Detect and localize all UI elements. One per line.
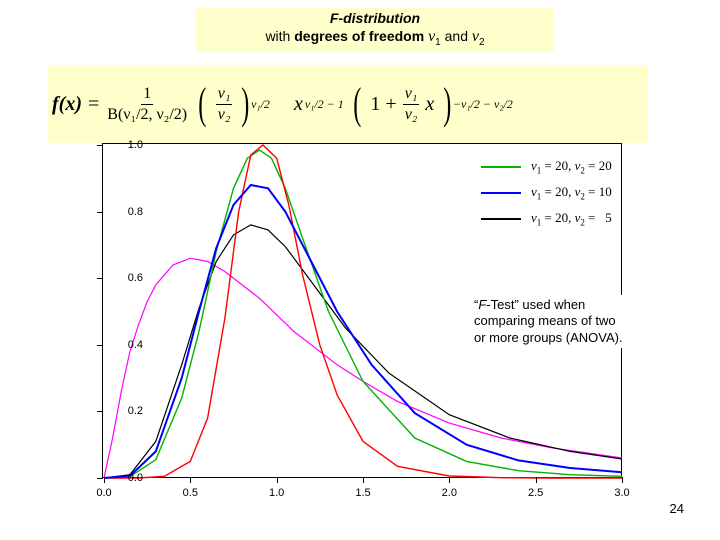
x-tick <box>449 477 450 483</box>
rhs-inner-x: x <box>425 93 434 116</box>
legend-label: ν1 = 20, ν2 = 5 <box>531 210 612 228</box>
formula-frac1-den: B(ν₁/2, ν₂/2) <box>105 105 189 123</box>
nu2-symbol: ν <box>472 28 479 45</box>
x-tick <box>104 477 105 483</box>
legend: ν1 = 20, ν2 = 20 ν1 = 20, ν2 = 10 ν1 = 20,… <box>481 154 612 232</box>
lparen-1: ( <box>198 82 206 126</box>
x-tick <box>622 477 623 483</box>
page-number: 24 <box>670 501 684 516</box>
x-tick-label: 0.5 <box>183 487 198 499</box>
legend-label: ν1 = 20, ν2 = 10 <box>531 184 612 202</box>
legend-row: ν1 = 20, ν2 = 20 <box>481 154 612 180</box>
header-box: F-distribution with degrees of freedom ν… <box>196 8 554 52</box>
header-sub-prefix: with <box>265 28 294 44</box>
legend-label: ν1 = 20, ν2 = 20 <box>531 158 612 176</box>
y-tick-label: 0.0 <box>103 472 143 484</box>
y-tick-label: 0.8 <box>103 206 143 218</box>
header-title: F-distribution <box>196 10 554 26</box>
mid-exp: ν₁/2 − 1 <box>305 97 344 112</box>
rparen-1: ) <box>242 82 250 126</box>
rparen-2: ) <box>444 82 452 126</box>
y-tick-label: 0.2 <box>103 405 143 417</box>
x-tick <box>536 477 537 483</box>
header-sub-bold: degrees of freedom <box>294 28 428 44</box>
legend-swatch <box>481 166 521 168</box>
note-line3: or more groups (ANOVA). <box>474 330 623 345</box>
nu2-subscript: 2 <box>479 37 485 48</box>
note-line1-rest: -Test” used when <box>486 297 585 312</box>
rhs-inner-1: 1 + <box>370 93 396 116</box>
exp1: ν₁/2 <box>251 97 270 112</box>
y-tick-label: 1.0 <box>103 139 143 151</box>
header-subtitle: with degrees of freedom ν1 and ν2 <box>196 28 554 48</box>
curve-magenta <box>104 258 622 478</box>
x-tick-label: 1.5 <box>355 487 370 499</box>
x-tick-label: 2.0 <box>442 487 457 499</box>
legend-row: ν1 = 20, ν2 = 10 <box>481 180 612 206</box>
y-tick-label: 0.4 <box>103 339 143 351</box>
formula-frac1: 1 B(ν₁/2, ν₂/2) <box>105 86 189 123</box>
formula: f(x) = 1 B(ν₁/2, ν₂/2) ( ν₁ ν₂ ) ν₁/2 x … <box>48 82 513 126</box>
ftest-note: “F-Test” used when comparing means of tw… <box>472 295 681 348</box>
formula-lhs: f(x) <box>52 93 82 116</box>
x-tick-label: 1.0 <box>269 487 284 499</box>
formula-eq: = <box>88 93 99 116</box>
formula-frac1-num: 1 <box>141 86 153 105</box>
lparen-2: ( <box>353 82 361 126</box>
legend-swatch <box>481 218 521 220</box>
formula-innerfrac: ν₁ ν₂ <box>216 86 233 123</box>
innerfrac-num: ν₁ <box>216 86 233 105</box>
formula-box: f(x) = 1 B(ν₁/2, ν₂/2) ( ν₁ ν₂ ) ν₁/2 x … <box>48 65 648 143</box>
rhs-inner-frac: ν₁ ν₂ <box>403 86 420 123</box>
x-tick <box>277 477 278 483</box>
x-tick <box>363 477 364 483</box>
rhs-inner-num: ν₁ <box>403 86 420 105</box>
rhs-inner-den: ν₂ <box>403 105 420 123</box>
formula-midx: x <box>294 93 303 116</box>
note-line2: comparing means of two <box>474 313 616 328</box>
header-and: and <box>441 28 472 44</box>
x-tick-label: 0.0 <box>96 487 111 499</box>
x-tick <box>190 477 191 483</box>
y-tick-label: 0.6 <box>103 272 143 284</box>
legend-swatch <box>481 192 521 194</box>
x-tick-label: 2.5 <box>528 487 543 499</box>
innerfrac-den: ν₂ <box>216 105 233 123</box>
x-tick-label: 3.0 <box>614 487 629 499</box>
legend-row: ν1 = 20, ν2 = 5 <box>481 206 612 232</box>
final-exp: −ν₁/2 − ν₂/2 <box>453 97 513 112</box>
